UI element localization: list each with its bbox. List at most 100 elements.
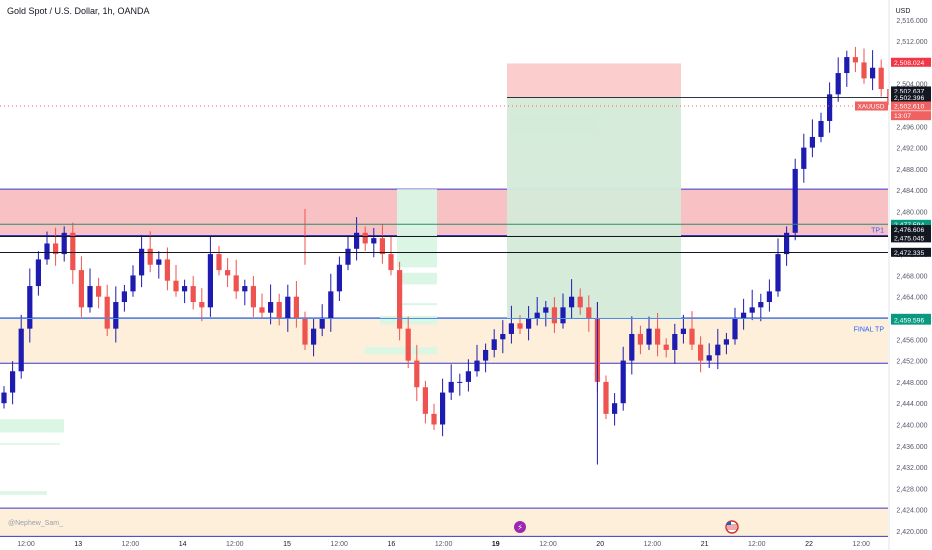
candle-bear xyxy=(577,296,583,308)
imbalance-box xyxy=(397,189,437,268)
candle-bull xyxy=(715,344,721,356)
candle-bear xyxy=(302,318,308,345)
price-level-tag-label: 2,475.045 xyxy=(894,235,924,242)
candle-bull xyxy=(526,318,532,329)
candle-bear xyxy=(414,360,420,388)
time-tick-label: 12:00 xyxy=(539,541,557,548)
candle-bull xyxy=(491,339,497,350)
price-level-tag-label: 2,476.606 xyxy=(894,227,924,234)
candle-bull xyxy=(792,168,798,233)
price-tick-label: 2,464.000 xyxy=(896,295,927,302)
candle-bull xyxy=(835,73,841,95)
candle-bull xyxy=(870,67,876,79)
imbalance-box xyxy=(0,443,60,445)
candle-bull xyxy=(354,232,360,249)
candle-bear xyxy=(190,286,196,303)
candle-bull xyxy=(448,381,454,393)
candle-bull xyxy=(672,333,678,350)
demand-zone xyxy=(0,318,888,364)
candle-bull xyxy=(569,296,575,308)
candle-bull xyxy=(483,349,489,361)
price-tick-label: 2,452.000 xyxy=(896,359,927,366)
candle-bear xyxy=(53,243,59,255)
chart-title: Gold Spot / U.S. Dollar, 1h, OANDA xyxy=(7,6,150,16)
candle-bull xyxy=(706,355,712,361)
candle-bull xyxy=(207,254,213,308)
time-axis-bg xyxy=(0,537,888,550)
price-level-tag xyxy=(891,247,931,257)
candle-bear xyxy=(517,323,523,329)
time-tick-label: 12:00 xyxy=(852,541,870,548)
time-tick-label: 12:00 xyxy=(226,541,244,548)
price-level-tag-label: 13:07 xyxy=(894,113,911,120)
candle-bull xyxy=(440,392,446,425)
candle-bull xyxy=(680,328,686,334)
supply-zone xyxy=(0,189,888,236)
candle-bull xyxy=(543,307,549,313)
candle-bear xyxy=(276,302,282,318)
time-tick-label: 15 xyxy=(283,541,291,548)
candle-bull xyxy=(121,291,127,303)
candle-bear xyxy=(551,307,557,324)
candle-bull xyxy=(758,302,764,308)
time-tick-label: 12:00 xyxy=(122,541,140,548)
us-flag-canton xyxy=(727,522,731,525)
candle-bear xyxy=(104,296,110,329)
price-tick-label: 2,504.000 xyxy=(896,82,927,89)
candle-bull xyxy=(10,371,16,393)
candle-bull xyxy=(113,302,119,329)
candle-bull xyxy=(465,371,471,382)
price-level-tag-label: 2,508.024 xyxy=(894,60,924,67)
candle-bull xyxy=(130,275,136,292)
candle-bear xyxy=(397,270,403,329)
price-tick-label: 2,456.000 xyxy=(896,337,927,344)
candle-bull xyxy=(1,392,7,404)
candle-bear xyxy=(362,232,368,244)
price-tick-label: 2,428.000 xyxy=(896,486,927,493)
candle-bull xyxy=(242,286,248,292)
price-level-tag xyxy=(891,101,931,111)
candle-bull xyxy=(87,286,93,308)
price-axis: USD 2,420.000 2,424.000 2,428.000 2,432.000 2… xyxy=(855,0,932,550)
candle-bear xyxy=(689,328,695,345)
chart-lines: TP1 FINAL TP ⚡ xyxy=(0,97,888,534)
candle-bear xyxy=(637,333,643,345)
imbalance-box xyxy=(365,347,437,355)
price-tick-label: 2,516.000 xyxy=(896,18,927,25)
candle-bull xyxy=(809,136,815,148)
candle-bear xyxy=(250,286,256,308)
candle-bull xyxy=(345,248,351,265)
candle-bear xyxy=(861,62,867,79)
candle-bear xyxy=(603,381,609,414)
time-tick-label: 14 xyxy=(179,541,187,548)
price-axis-currency: USD xyxy=(896,8,911,15)
price-tick-label: 2,488.000 xyxy=(896,167,927,174)
stop-loss-zone xyxy=(507,63,681,98)
candle-bull xyxy=(560,307,566,324)
candle-bull xyxy=(182,286,188,292)
price-tick-label: 2,484.000 xyxy=(896,188,927,195)
candle-bull xyxy=(18,328,24,372)
symbol-tag-label: XAUUSD xyxy=(857,104,884,111)
candle-bull xyxy=(61,232,67,255)
price-tick-label: 2,440.000 xyxy=(896,423,927,430)
candle-bull xyxy=(474,360,480,372)
price-tick-label: 2,420.000 xyxy=(896,529,927,536)
lightning-event-icon xyxy=(514,521,526,533)
candle-bull xyxy=(336,264,342,292)
take-profit-zone xyxy=(507,97,681,318)
candle-bull xyxy=(620,360,626,404)
candle-bull xyxy=(749,307,755,313)
time-tick-label: 20 xyxy=(596,541,604,548)
candle-bear xyxy=(70,232,76,271)
candle-bull xyxy=(534,312,540,318)
candle-bull xyxy=(268,302,274,313)
candle-bull xyxy=(612,403,618,414)
candle-bear xyxy=(216,254,222,271)
candle-bull xyxy=(844,57,850,74)
candle-bull xyxy=(766,291,772,303)
candle-bull xyxy=(775,254,781,292)
price-level-tag xyxy=(891,111,931,121)
candle-bear xyxy=(663,344,669,350)
